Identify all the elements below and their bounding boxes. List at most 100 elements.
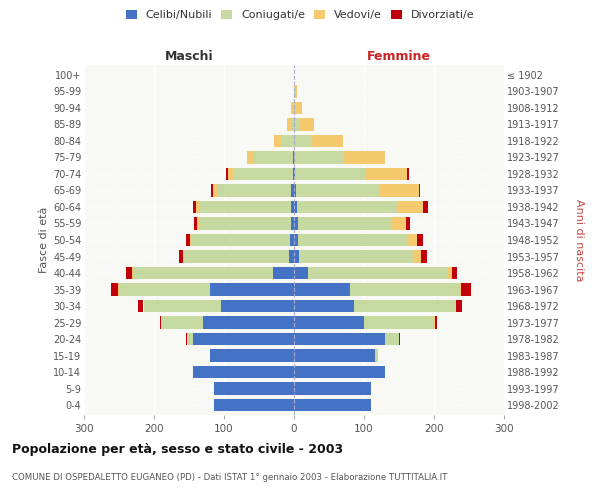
Bar [448, 267, 452, 279]
Bar [294, 267, 308, 279]
Bar [298, 234, 407, 246]
Bar [254, 152, 293, 164]
Bar [210, 350, 294, 362]
Bar [294, 382, 371, 395]
Bar [385, 333, 399, 345]
Bar [458, 284, 461, 296]
Text: Popolazione per età, sesso e stato civile - 2003: Popolazione per età, sesso e stato civil… [12, 442, 343, 456]
Bar [196, 201, 199, 213]
Bar [399, 333, 400, 345]
Bar [419, 184, 420, 196]
Bar [190, 234, 192, 246]
Bar [294, 284, 350, 296]
Bar [187, 333, 193, 345]
Bar [398, 201, 423, 213]
Bar [294, 234, 298, 246]
Bar [294, 102, 296, 114]
Bar [295, 168, 365, 180]
Bar [392, 218, 406, 230]
Bar [296, 184, 380, 196]
Bar [294, 85, 295, 98]
Bar [455, 300, 457, 312]
Bar [160, 316, 161, 328]
Bar [213, 184, 218, 196]
Text: COMUNE DI OSPEDALETTO EUGANEO (PD) - Dati ISTAT 1° gennaio 2003 - Elaborazione T: COMUNE DI OSPEDALETTO EUGANEO (PD) - Dat… [12, 472, 448, 482]
Bar [274, 135, 281, 147]
Bar [186, 333, 187, 345]
Bar [182, 250, 184, 262]
Bar [374, 350, 378, 362]
Bar [143, 300, 221, 312]
Bar [350, 284, 458, 296]
Bar [161, 316, 203, 328]
Bar [138, 300, 143, 312]
Bar [293, 168, 294, 180]
Bar [435, 316, 437, 328]
Bar [287, 118, 290, 130]
Bar [364, 316, 434, 328]
Legend: Celibi/Nubili, Coniugati/e, Vedovi/e, Divorziati/e: Celibi/Nubili, Coniugati/e, Vedovi/e, Di… [121, 6, 479, 25]
Bar [199, 218, 290, 230]
Bar [308, 267, 448, 279]
Bar [290, 118, 294, 130]
Text: Femmine: Femmine [367, 50, 431, 64]
Bar [423, 201, 428, 213]
Bar [417, 234, 423, 246]
Bar [179, 250, 182, 262]
Bar [294, 250, 299, 262]
Bar [294, 201, 297, 213]
Bar [199, 201, 290, 213]
Bar [221, 300, 294, 312]
Bar [194, 218, 197, 230]
Bar [293, 102, 294, 114]
Y-axis label: Anni di nascita: Anni di nascita [574, 198, 584, 281]
Bar [461, 284, 471, 296]
Bar [294, 118, 299, 130]
Bar [210, 284, 294, 296]
Bar [186, 234, 190, 246]
Bar [299, 118, 314, 130]
Bar [247, 152, 254, 164]
Bar [294, 316, 364, 328]
Bar [119, 284, 210, 296]
Bar [293, 152, 294, 164]
Bar [294, 333, 385, 345]
Bar [294, 300, 353, 312]
Bar [457, 300, 462, 312]
Bar [214, 399, 294, 411]
Bar [193, 333, 294, 345]
Text: Maschi: Maschi [164, 50, 214, 64]
Bar [415, 250, 421, 262]
Bar [131, 267, 133, 279]
Bar [294, 399, 371, 411]
Bar [290, 218, 294, 230]
Bar [290, 234, 294, 246]
Bar [365, 168, 407, 180]
Bar [291, 102, 293, 114]
Bar [298, 218, 392, 230]
Bar [297, 201, 398, 213]
Bar [227, 168, 233, 180]
Bar [233, 168, 293, 180]
Bar [299, 250, 415, 262]
Bar [343, 152, 385, 164]
Bar [110, 284, 118, 296]
Bar [197, 218, 199, 230]
Bar [421, 250, 427, 262]
Bar [294, 152, 343, 164]
Bar [218, 184, 291, 196]
Bar [273, 267, 294, 279]
Bar [296, 102, 302, 114]
Bar [291, 184, 294, 196]
Bar [294, 366, 385, 378]
Bar [294, 135, 311, 147]
Bar [311, 135, 343, 147]
Bar [294, 218, 298, 230]
Bar [118, 284, 119, 296]
Bar [226, 168, 227, 180]
Bar [289, 250, 294, 262]
Bar [406, 218, 409, 230]
Bar [192, 234, 290, 246]
Bar [193, 366, 294, 378]
Bar [407, 234, 417, 246]
